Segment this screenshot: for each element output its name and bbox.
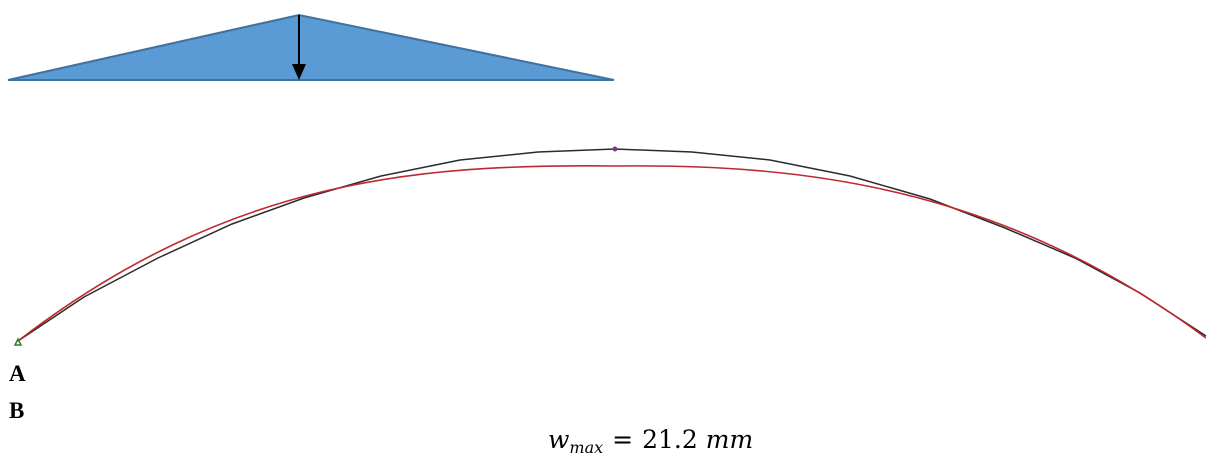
triangular-load-shape bbox=[7, 13, 615, 81]
point-load-arrow-head bbox=[292, 64, 306, 80]
apex-marker bbox=[612, 146, 618, 152]
deformed-arch-curve bbox=[17, 165, 1206, 342]
max-deflection-result: wmax = 21.2 mm bbox=[548, 425, 754, 456]
result-subscript: max bbox=[569, 438, 604, 457]
support-a-marker bbox=[13, 337, 23, 346]
load-diagram bbox=[7, 13, 615, 81]
support-a-label: A bbox=[9, 361, 26, 386]
result-operator: = bbox=[612, 425, 634, 454]
result-value: 21.2 bbox=[642, 425, 698, 454]
result-variable: w bbox=[548, 425, 570, 454]
support-b-label: B bbox=[9, 398, 25, 423]
result-unit: mm bbox=[705, 425, 754, 454]
reference-arch-curve bbox=[17, 148, 1206, 342]
